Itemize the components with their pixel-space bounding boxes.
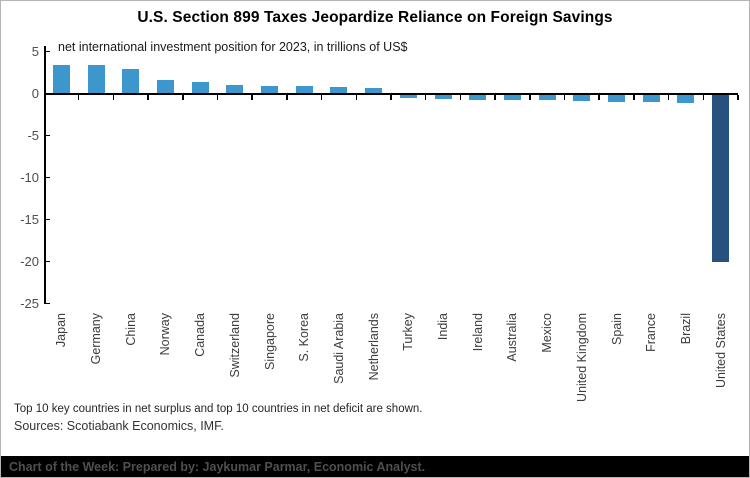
x-axis-category-label: United States	[713, 313, 728, 389]
x-axis-tick	[390, 94, 392, 100]
y-axis-tick-label: -15	[20, 212, 39, 227]
y-axis-tick-label: -20	[20, 254, 39, 269]
x-axis-tick	[494, 94, 496, 100]
x-axis-tick	[355, 94, 358, 100]
x-axis-line	[44, 92, 738, 95]
x-axis-category-label: Ireland	[470, 313, 485, 352]
x-axis-tick	[320, 94, 323, 100]
x-axis-tick	[702, 94, 705, 100]
bar	[399, 94, 417, 98]
bar	[503, 94, 521, 100]
x-axis-category-label: Spain	[609, 313, 624, 345]
y-axis-tick	[45, 218, 50, 221]
x-axis-tick	[286, 94, 288, 100]
y-axis-tick-label: -25	[20, 296, 39, 311]
footer-banner-text: Chart of the Week: Prepared by: Jaykumar…	[9, 460, 426, 474]
bar	[295, 86, 313, 94]
bar	[87, 65, 105, 94]
x-axis-category-label: Australia	[505, 313, 520, 362]
x-axis-tick	[563, 94, 566, 100]
bar	[261, 85, 279, 94]
y-axis-tick	[45, 50, 50, 53]
chart-sources: Sources: Scotiabank Economics, IMF.	[14, 419, 224, 433]
footer-banner: Chart of the Week: Prepared by: Jaykumar…	[1, 456, 749, 477]
bar	[573, 94, 591, 102]
bar	[226, 85, 244, 94]
x-axis-tick	[459, 94, 462, 100]
y-axis-tick	[45, 302, 50, 305]
y-axis-tick	[45, 134, 50, 137]
x-axis-tick	[112, 94, 115, 100]
x-axis-tick	[251, 94, 253, 100]
bar	[642, 94, 660, 103]
y-axis-tick-label: -10	[20, 170, 39, 185]
chart-footnote: Top 10 key countries in net surplus and …	[14, 403, 423, 415]
bar	[191, 82, 209, 94]
x-axis-tick	[147, 94, 149, 100]
x-axis-category-label: Mexico	[540, 313, 555, 353]
chart-title: U.S. Section 899 Taxes Jeopardize Relian…	[137, 9, 613, 26]
y-axis-tick-label: -5	[27, 128, 39, 143]
x-axis-tick	[598, 94, 600, 100]
x-axis-tick	[529, 94, 531, 100]
x-axis-tick	[216, 94, 219, 100]
y-axis-tick-label: 5	[31, 44, 39, 59]
y-axis-tick	[45, 176, 50, 179]
bar	[538, 94, 556, 101]
bar	[712, 94, 730, 262]
x-axis-tick	[633, 94, 635, 100]
bar	[469, 94, 487, 100]
chart-subtitle: net international investment position fo…	[58, 40, 408, 54]
x-axis-category-label: Brazil	[678, 313, 693, 345]
bar	[52, 64, 70, 94]
y-axis-line	[44, 46, 46, 304]
bar	[122, 68, 140, 94]
x-axis-category-label: India	[436, 313, 451, 341]
x-axis-tick	[182, 94, 184, 100]
y-axis-tick	[45, 260, 50, 263]
y-axis-tick-label: 0	[31, 86, 39, 101]
bar	[365, 87, 383, 94]
bar	[434, 94, 452, 99]
bar	[330, 86, 348, 94]
x-axis-category-label: France	[644, 313, 659, 352]
x-axis-tick	[737, 94, 739, 100]
x-axis-category-label: United Kingdom	[574, 313, 589, 402]
bar	[677, 94, 695, 103]
x-axis-tick	[77, 94, 80, 100]
x-axis-tick	[667, 94, 670, 100]
bar	[608, 94, 626, 102]
x-axis-tick	[424, 94, 427, 100]
bar	[156, 80, 174, 94]
